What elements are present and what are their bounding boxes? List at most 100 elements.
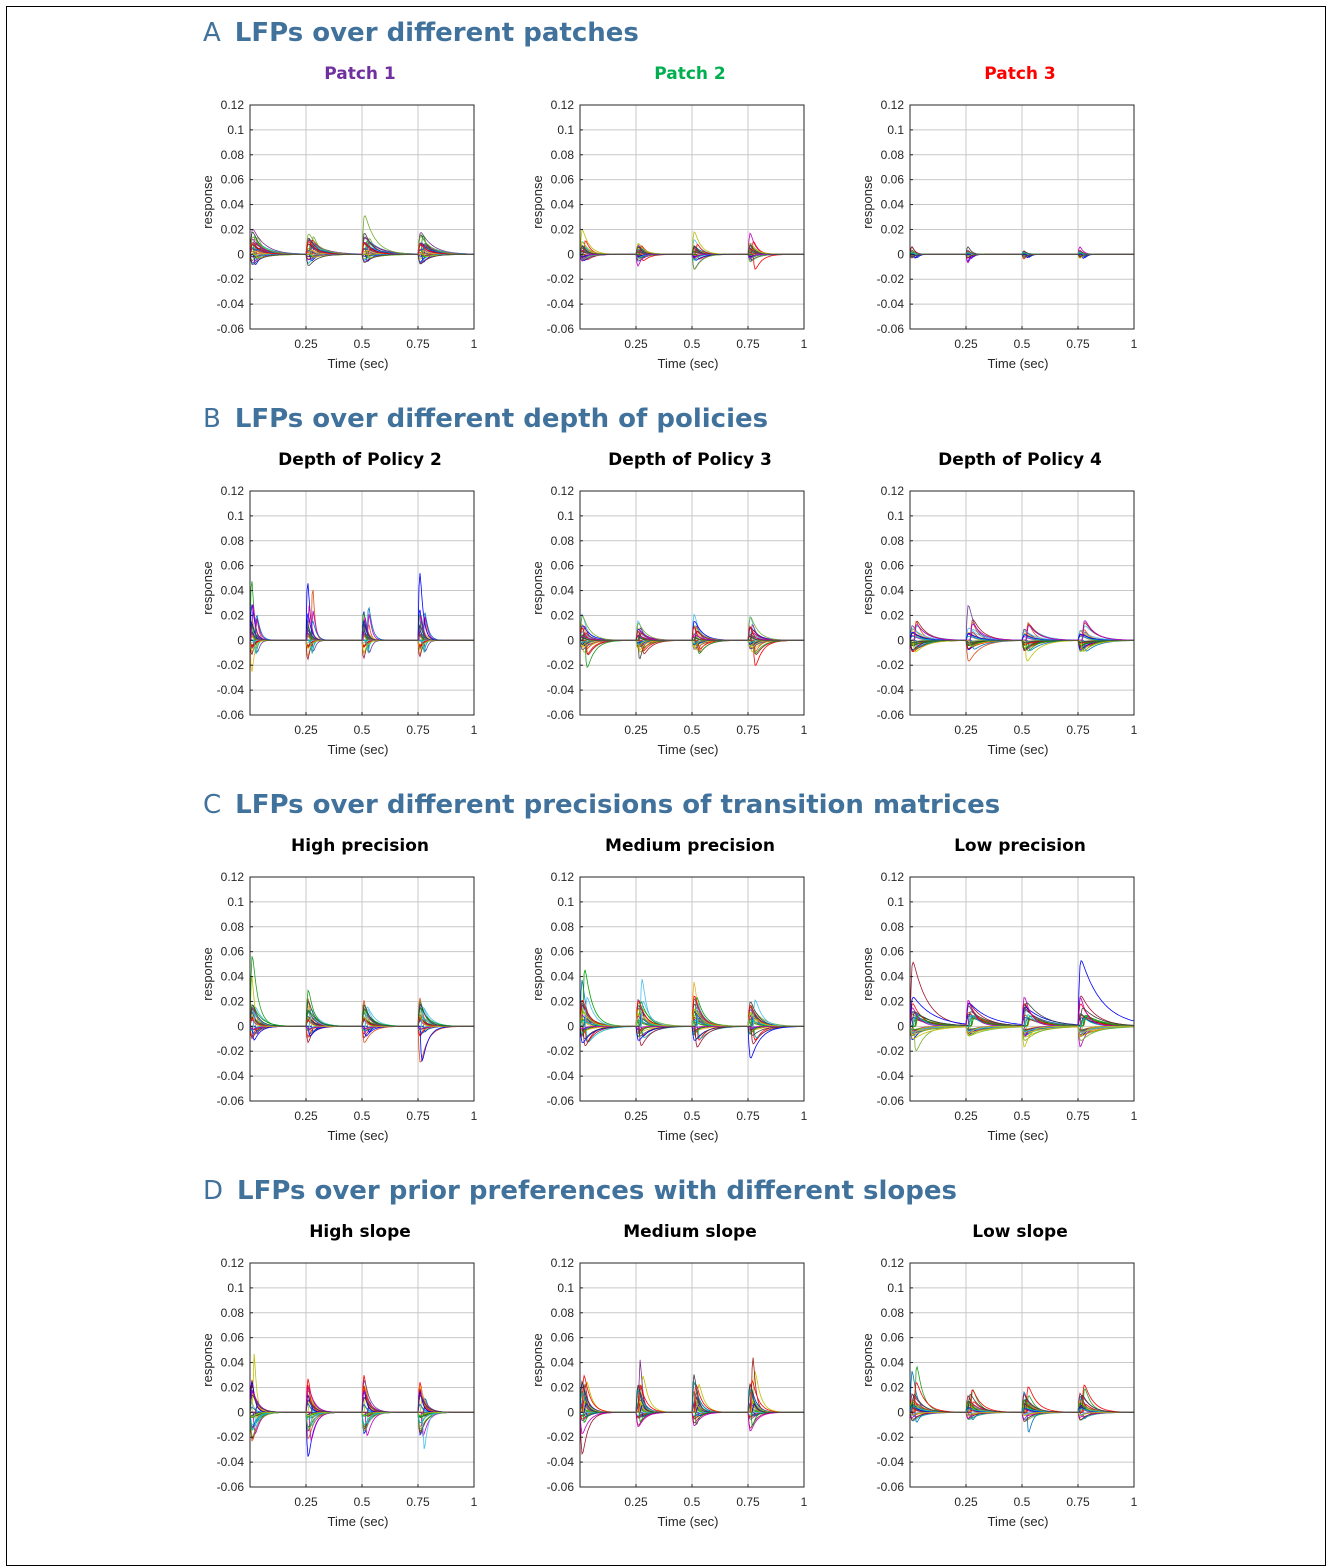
y-tick-label: 0.1 [227, 1281, 244, 1295]
ticks: 0.12 0.1 0.08 0.06 0.04 0.02 0 -0.02 -0.04 -0.06 0… [547, 484, 808, 737]
y-tick-label: -0.04 [217, 297, 245, 311]
y-tick-label: 0.1 [227, 509, 244, 523]
lfp-plot: 0.12 0.1 0.08 0.06 0.04 0.02 0 -0.02 -0.04 -0.06 0… [860, 98, 1138, 371]
panel-title: Patch 2 [654, 64, 726, 84]
y-tick-label: 0.02 [881, 222, 905, 236]
x-axis-label: Time (sec) [328, 1128, 389, 1143]
y-tick-label: 0.02 [551, 994, 575, 1008]
lfp-plot: 0.12 0.1 0.08 0.06 0.04 0.02 0 -0.02 -0.04 -0.06 0… [530, 870, 808, 1143]
y-tick-label: 0.06 [221, 559, 245, 573]
lfp-series-line [249, 1394, 474, 1413]
y-tick-label: 0.12 [551, 870, 575, 884]
x-tick-label: 1 [471, 1109, 478, 1123]
y-tick-label: -0.04 [217, 1455, 245, 1469]
y-tick-label: 0.1 [887, 509, 904, 523]
y-tick-label: 0.04 [551, 1356, 575, 1370]
ticks: 0.12 0.1 0.08 0.06 0.04 0.02 0 -0.02 -0.04 -0.06 0… [217, 98, 478, 351]
y-tick-label: 0.12 [881, 484, 905, 498]
x-tick-label: 1 [801, 337, 808, 351]
x-axis-label: Time (sec) [328, 356, 389, 371]
x-axis-label: Time (sec) [328, 742, 389, 757]
y-tick-label: 0.08 [551, 534, 575, 548]
x-tick-label: 0.25 [954, 723, 978, 737]
y-tick-label: 0.12 [881, 870, 905, 884]
x-tick-label: 1 [801, 723, 808, 737]
y-tick-label: 0.04 [551, 970, 575, 984]
y-tick-label: 0.04 [221, 198, 245, 212]
x-tick-label: 1 [471, 337, 478, 351]
y-tick-label: -0.02 [217, 1430, 245, 1444]
y-tick-label: 0.08 [881, 534, 905, 548]
y-axis-label: response [860, 947, 875, 1000]
lfp-plot: 0.12 0.1 0.08 0.06 0.04 0.02 0 -0.02 -0.04 -0.06 0… [200, 1256, 478, 1529]
y-tick-label: 0.06 [221, 1331, 245, 1345]
y-tick-label: 0 [567, 247, 574, 261]
section-letter: D [203, 1176, 224, 1206]
x-tick-label: 0.5 [684, 1495, 701, 1509]
section-title-a: A LFPs over different patches [203, 18, 639, 48]
lfp-plot: 0.12 0.1 0.08 0.06 0.04 0.02 0 -0.02 -0.04 -0.06 0… [200, 484, 478, 757]
y-tick-label: 0 [897, 633, 904, 647]
y-tick-label: -0.04 [877, 1069, 905, 1083]
y-tick-label: 0.12 [221, 484, 245, 498]
section-title-text: LFPs over different patches [234, 18, 639, 48]
series-group [249, 956, 474, 1063]
ticks: 0.12 0.1 0.08 0.06 0.04 0.02 0 -0.02 -0.04 -0.06 0… [877, 1256, 1138, 1509]
y-tick-label: 0.1 [557, 123, 574, 137]
series-group [579, 1357, 804, 1456]
x-tick-label: 0.25 [954, 1109, 978, 1123]
y-tick-label: 0.08 [881, 1306, 905, 1320]
y-tick-label: 0.04 [221, 584, 245, 598]
panel-title: Depth of Policy 2 [278, 450, 442, 470]
y-tick-label: 0.06 [551, 1331, 575, 1345]
series-group [249, 214, 475, 266]
y-tick-label: 0.12 [221, 98, 245, 112]
y-tick-label: 0 [897, 1019, 904, 1033]
y-tick-label: 0.02 [551, 222, 575, 236]
x-tick-label: 0.75 [736, 337, 760, 351]
y-tick-label: 0.1 [557, 1281, 574, 1295]
x-tick-label: 0.75 [736, 1495, 760, 1509]
x-tick-label: 1 [801, 1495, 808, 1509]
ticks: 0.12 0.1 0.08 0.06 0.04 0.02 0 -0.02 -0.04 -0.06 0… [547, 98, 808, 351]
section-letter: C [203, 790, 222, 820]
y-tick-label: 0.04 [881, 970, 905, 984]
y-tick-label: -0.06 [547, 322, 575, 336]
y-tick-label: -0.02 [217, 1044, 245, 1058]
lfp-series-line [909, 253, 1134, 258]
y-axis-label: response [860, 175, 875, 228]
y-tick-label: 0.06 [551, 559, 575, 573]
y-tick-label: 0.12 [881, 98, 905, 112]
y-tick-label: -0.02 [877, 272, 905, 286]
y-tick-label: 0.04 [221, 970, 245, 984]
y-tick-label: -0.02 [877, 1430, 905, 1444]
y-tick-label: 0.06 [881, 1331, 905, 1345]
panel-title: Depth of Policy 4 [938, 450, 1102, 470]
lfp-series-line [579, 635, 804, 641]
y-tick-label: -0.04 [877, 1455, 905, 1469]
y-tick-label: -0.04 [547, 1455, 575, 1469]
y-tick-label: 0.02 [881, 994, 905, 1008]
x-tick-label: 0.75 [406, 1495, 430, 1509]
y-axis-label: response [530, 947, 545, 1000]
y-tick-label: 0.1 [887, 895, 904, 909]
x-tick-label: 0.25 [624, 1109, 648, 1123]
y-tick-label: -0.06 [547, 708, 575, 722]
y-tick-label: -0.02 [547, 1044, 575, 1058]
y-tick-label: -0.04 [217, 683, 245, 697]
y-tick-label: 0.08 [881, 148, 905, 162]
x-tick-label: 0.25 [294, 723, 318, 737]
series-group [909, 245, 1134, 264]
x-tick-label: 1 [471, 723, 478, 737]
panel-title: Medium precision [605, 836, 775, 856]
y-tick-label: 0.02 [221, 1380, 245, 1394]
y-tick-label: 0.06 [881, 945, 905, 959]
panel-title: Patch 3 [984, 64, 1056, 84]
y-tick-label: 0.08 [221, 148, 245, 162]
y-tick-label: 0.12 [881, 1256, 905, 1270]
lfp-series-line [579, 244, 804, 255]
y-tick-label: -0.06 [547, 1094, 575, 1108]
x-tick-label: 0.75 [406, 337, 430, 351]
lfp-series-line [580, 1025, 804, 1040]
ticks: 0.12 0.1 0.08 0.06 0.04 0.02 0 -0.02 -0.04 -0.06 0… [877, 870, 1138, 1123]
